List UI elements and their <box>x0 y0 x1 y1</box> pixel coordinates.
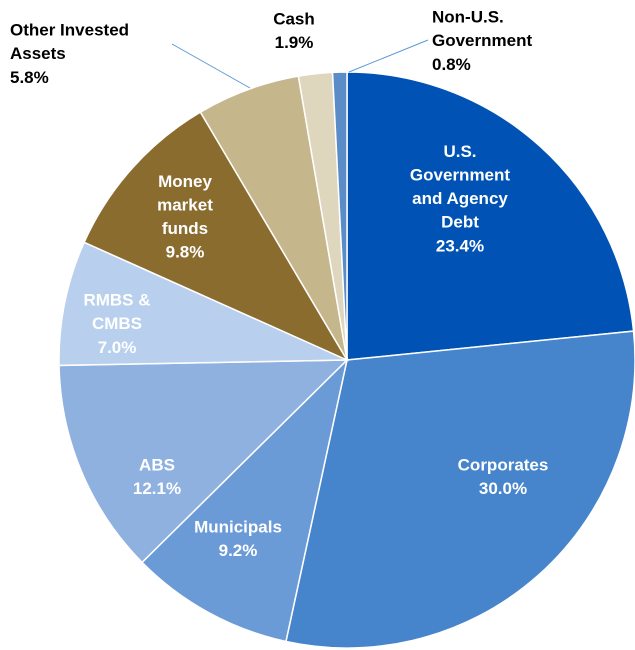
slice-label: Municipals <box>194 518 282 537</box>
slice-label: Other Invested Assets <box>10 21 129 64</box>
slice-label: ABS <box>139 456 175 475</box>
slice-value-label: 5.8% <box>10 68 49 87</box>
pie-slice <box>285 330 635 649</box>
slice-label: Non-U.S. Government <box>432 8 532 51</box>
pie-slice <box>141 357 349 643</box>
leader-line <box>348 39 429 73</box>
slice-label: U.S. Government and Agency Debt <box>410 142 510 232</box>
slice-value-label: 23.4% <box>436 236 484 255</box>
slice-value-label: 9.8% <box>166 243 205 262</box>
slice-value-label: 30.0% <box>479 479 527 498</box>
slice-label: Corporates <box>458 456 549 475</box>
slice-value-label: 7.0% <box>98 338 137 357</box>
slice-value-label: 0.8% <box>432 55 471 74</box>
pie-slice <box>58 241 348 367</box>
pie-slice <box>83 111 349 362</box>
slice-label: Money market funds <box>157 172 213 238</box>
slice-value-label: 12.1% <box>133 479 181 498</box>
pie-slice <box>58 359 349 564</box>
slice-label: Cash <box>273 10 315 29</box>
slice-label: RMBS & CMBS <box>83 291 150 334</box>
pie-slice <box>346 71 635 361</box>
leader-line <box>171 43 251 89</box>
slice-value-label: 9.2% <box>219 541 258 560</box>
slice-value-label: 1.9% <box>275 33 314 52</box>
pie-slice <box>331 71 348 361</box>
